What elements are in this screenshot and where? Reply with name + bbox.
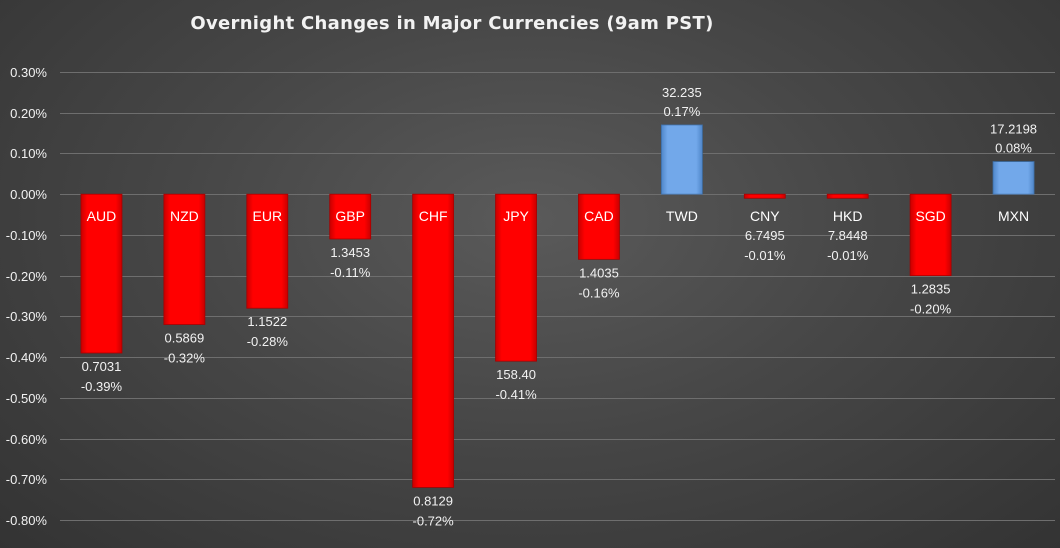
- y-tick-label: -0.50%: [6, 391, 48, 406]
- y-tick-label: 0.30%: [10, 65, 47, 80]
- category-label: NZD: [170, 208, 199, 224]
- bar-eur: [246, 193, 289, 309]
- rate-label: 6.7495: [745, 228, 785, 243]
- change-label: -0.39%: [81, 379, 123, 394]
- bar-cad: [578, 193, 620, 260]
- bars: [80, 124, 1035, 488]
- change-label: -0.16%: [578, 285, 620, 300]
- rate-label: 1.2835: [911, 282, 951, 297]
- y-tick-label: -0.80%: [6, 513, 48, 528]
- bar-sgd: [909, 193, 952, 277]
- change-label: 0.17%: [663, 104, 700, 119]
- y-tick-label: -0.20%: [6, 269, 48, 284]
- rate-label: 32.235: [662, 85, 702, 100]
- bar-aud: [80, 193, 123, 354]
- y-tick-label: -0.10%: [6, 228, 48, 243]
- y-tick-label: 0.10%: [10, 146, 47, 161]
- data-labels: AUD 0.7031 -0.39% NZD 0.5869 -0.32% EUR 1.1522 -…: [81, 85, 1037, 528]
- y-tick-label: -0.40%: [6, 350, 48, 365]
- rate-label: 158.40: [496, 367, 536, 382]
- category-label: JPY: [503, 208, 529, 224]
- bar-cny: [743, 193, 786, 199]
- rate-label: 1.4035: [579, 265, 619, 280]
- bar-mxn: [992, 161, 1035, 195]
- bar-jpy: [495, 193, 537, 362]
- category-label: CAD: [584, 208, 614, 224]
- bar-chf: [412, 193, 455, 488]
- change-label: -0.01%: [744, 248, 786, 263]
- rate-label: 7.8448: [828, 228, 868, 243]
- bar-hkd: [826, 193, 869, 199]
- change-label: -0.20%: [910, 302, 952, 317]
- category-label: TWD: [666, 208, 698, 224]
- rate-label: 1.1522: [247, 314, 287, 329]
- category-label: MXN: [998, 208, 1029, 224]
- category-label: CNY: [750, 208, 780, 224]
- y-tick-label: 0.20%: [10, 106, 47, 121]
- y-tick-label: -0.60%: [6, 432, 48, 447]
- bar-nzd: [163, 193, 206, 325]
- change-label: -0.01%: [827, 248, 869, 263]
- y-tick-label: -0.70%: [6, 472, 48, 487]
- category-label: GBP: [335, 208, 365, 224]
- category-label: HKD: [833, 208, 863, 224]
- chart-title: Overnight Changes in Major Currencies (9…: [190, 13, 714, 34]
- y-axis-tick-labels: 0.30% 0.20% 0.10% 0.00% -0.10% -0.20% -0.30% -0…: [6, 65, 48, 528]
- bar-gbp: [329, 193, 372, 240]
- change-label: 0.08%: [995, 141, 1032, 156]
- category-label: CHF: [419, 208, 448, 224]
- change-label: -0.11%: [330, 265, 371, 280]
- y-tick-label: -0.30%: [6, 309, 48, 324]
- rate-label: 0.5869: [164, 331, 204, 346]
- rate-label: 1.3453: [330, 245, 370, 260]
- change-label: -0.28%: [247, 334, 289, 349]
- category-label: EUR: [253, 208, 283, 224]
- category-label: SGD: [915, 208, 945, 224]
- rate-label: 0.7031: [82, 359, 122, 374]
- category-label: AUD: [87, 208, 117, 224]
- y-tick-label: 0.00%: [10, 187, 47, 202]
- change-label: -0.41%: [495, 387, 537, 402]
- rate-label: 0.8129: [413, 493, 453, 508]
- rate-label: 17.2198: [990, 122, 1037, 137]
- change-label: -0.32%: [164, 351, 206, 366]
- bar-twd: [660, 124, 703, 195]
- gridlines: [60, 72, 1055, 521]
- change-label: -0.72%: [413, 513, 455, 528]
